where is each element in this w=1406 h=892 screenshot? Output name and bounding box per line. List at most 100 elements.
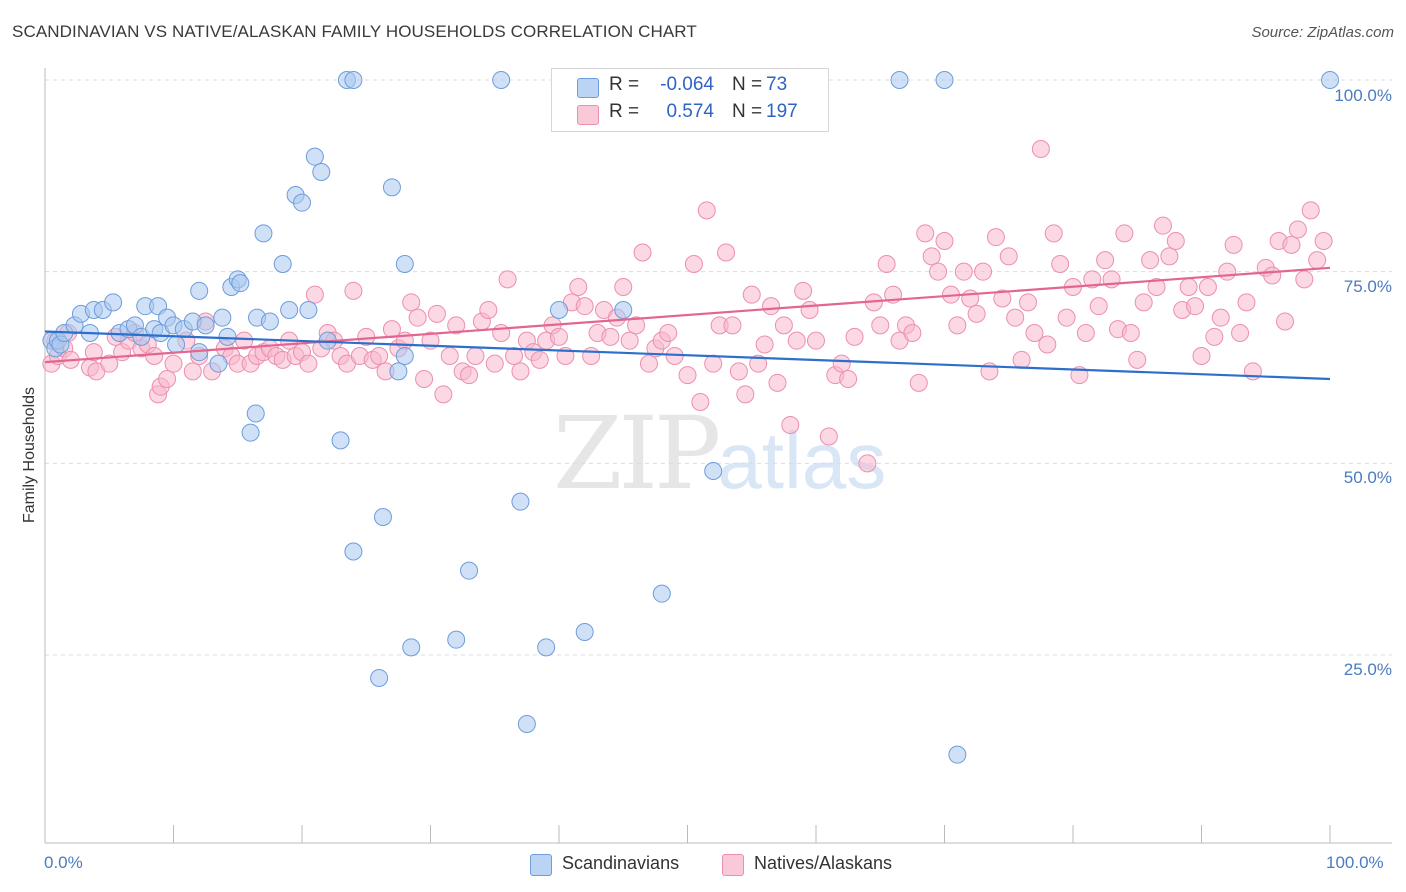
natives-alaskans-point	[1179, 278, 1198, 296]
natives-alaskans-point	[749, 354, 768, 373]
scandinavians-point	[511, 492, 530, 511]
natives-alaskans-point	[1128, 350, 1147, 369]
scandinavians-point	[218, 327, 237, 346]
natives-alaskans-point	[1115, 224, 1134, 243]
natives-alaskans-point	[819, 427, 838, 446]
natives-alaskans-point	[961, 289, 980, 308]
bottom-legend-scandinavians: Scandinavians	[530, 853, 679, 876]
scandinavians-point	[344, 71, 363, 89]
scandinavians-point	[575, 623, 594, 641]
natives-alaskans-point	[691, 393, 710, 411]
scandinavians-point	[492, 71, 511, 89]
natives-alaskans-point	[1198, 278, 1217, 296]
natives-alaskans-point	[1089, 297, 1108, 316]
natives-alaskans-point	[967, 304, 986, 323]
natives-alaskans-point	[858, 454, 877, 473]
natives-alaskans-point	[1044, 224, 1063, 243]
natives-alaskans-point	[164, 354, 183, 373]
natives-alaskans-point	[1083, 270, 1102, 289]
scandinavians-point	[167, 335, 186, 354]
natives-alaskans-point	[569, 278, 588, 296]
natives-alaskans-point	[1121, 324, 1140, 342]
natives-trend-line	[44, 266, 1331, 364]
natives-alaskans-point	[1076, 324, 1095, 342]
natives-alaskans-point	[344, 281, 363, 300]
scandinavians-point	[447, 630, 466, 649]
scandinavians-point	[389, 362, 408, 381]
natives-alaskans-point	[948, 316, 967, 335]
scandinavians-point	[395, 347, 414, 365]
natives-alaskans-point	[774, 316, 793, 335]
legend-r-value: -0.064	[660, 74, 714, 95]
natives-alaskans-point	[916, 224, 935, 243]
natives-alaskans-point	[1096, 251, 1115, 270]
natives-alaskans-point	[479, 301, 498, 319]
chart-title: SCANDINAVIAN VS NATIVE/ALASKAN FAMILY HO…	[12, 22, 697, 41]
scandinavians-point	[652, 584, 671, 603]
natives-alaskans-point	[929, 262, 948, 281]
natives-alaskans-point	[434, 385, 453, 404]
natives-alaskans-point	[575, 297, 594, 316]
natives-alaskans-point	[974, 262, 993, 281]
y-axis-label: Family Households	[21, 386, 38, 524]
natives-alaskans-point	[1141, 251, 1160, 270]
legend-swatch-pink	[577, 105, 599, 125]
scandinavians-point	[537, 638, 556, 657]
natives-alaskans-point	[1224, 235, 1243, 254]
natives-alaskans-point	[305, 285, 324, 304]
natives-alaskans-point	[466, 347, 485, 365]
scandinavians-point	[104, 293, 123, 312]
scandinavians-point	[190, 281, 209, 300]
scandinavians-point	[935, 71, 954, 89]
natives-alaskans-point	[1166, 232, 1185, 250]
natives-alaskans-point	[909, 373, 928, 392]
natives-alaskans-point	[1192, 347, 1211, 365]
natives-alaskans-point	[1057, 308, 1076, 327]
scandinavians-point	[246, 404, 265, 423]
scandinavians-point	[517, 715, 536, 733]
scandinavians-point	[305, 147, 324, 166]
legend-r-label: R =	[609, 74, 640, 95]
scandinavians-point	[254, 224, 273, 243]
natives-alaskans-point	[717, 243, 736, 262]
natives-alaskans-point	[903, 324, 922, 342]
legend-n-label: N =	[732, 74, 763, 95]
natives-alaskans-point	[639, 354, 658, 373]
natives-alaskans-point	[183, 362, 202, 381]
natives-alaskans-point	[530, 350, 549, 369]
natives-alaskans-point	[1218, 262, 1237, 281]
natives-alaskans-point	[729, 362, 748, 381]
natives-alaskans-point	[755, 335, 774, 354]
scandinavians-point	[213, 308, 232, 327]
scandinavians-point	[1321, 71, 1339, 89]
natives-alaskans-point	[1147, 278, 1166, 296]
natives-alaskans-point	[723, 316, 742, 335]
natives-alaskans-point	[1038, 335, 1057, 354]
bottom-legend-label: Natives/Alaskans	[754, 853, 893, 873]
natives-alaskans-point	[1051, 255, 1070, 273]
natives-alaskans-point	[1276, 312, 1295, 331]
scandinavians-point	[196, 316, 215, 335]
natives-alaskans-point	[505, 347, 524, 365]
x-tick-label-0: 0.0%	[44, 853, 83, 872]
natives-alaskans-point	[1186, 297, 1205, 316]
scandinavians-point	[231, 274, 250, 293]
natives-alaskans-point	[787, 331, 806, 350]
scandinavians-point	[260, 312, 279, 331]
natives-alaskans-point	[614, 278, 633, 296]
natives-alaskans-point	[839, 370, 858, 388]
natives-alaskans-point	[492, 324, 511, 342]
natives-alaskans-point	[582, 347, 601, 365]
natives-alaskans-point	[601, 327, 620, 346]
natives-alaskans-point	[999, 247, 1018, 266]
scandinavians-point	[331, 431, 350, 450]
natives-alaskans-point	[1025, 324, 1044, 342]
natives-alaskans-point	[986, 228, 1005, 247]
natives-alaskans-point	[402, 293, 421, 312]
legend-n-value: 197	[766, 101, 798, 122]
natives-alaskans-point	[1205, 327, 1224, 346]
legend-n-label: N =	[732, 101, 763, 122]
correlation-legend: R = -0.064 N = 73 R = 0.574 N = 197	[551, 68, 829, 132]
scandinavians-point	[373, 508, 392, 526]
